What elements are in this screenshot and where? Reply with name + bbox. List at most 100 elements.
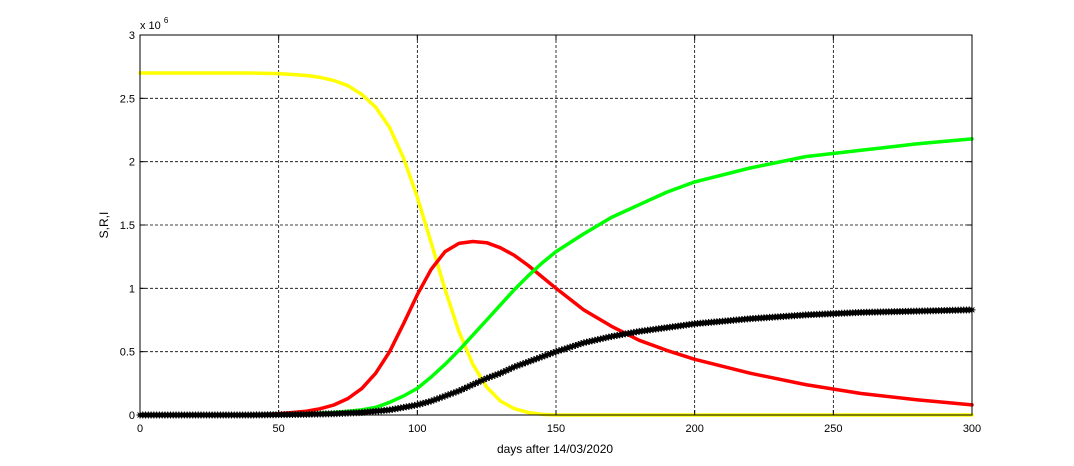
star-marker [477, 377, 485, 385]
star-marker [616, 331, 624, 339]
star-marker [466, 382, 474, 390]
star-marker [433, 395, 441, 403]
star-marker [449, 389, 457, 397]
y-tick-label: 1 [129, 283, 135, 295]
x-tick-label: 150 [547, 423, 565, 435]
star-marker [416, 400, 424, 408]
star-marker [497, 369, 505, 377]
star-marker [399, 403, 407, 411]
star-marker [530, 356, 538, 364]
star-marker [502, 367, 510, 375]
star-marker [630, 328, 638, 336]
star-marker [499, 368, 507, 376]
star-marker [427, 397, 435, 405]
star-marker [596, 335, 604, 343]
x-tick-label: 250 [824, 423, 842, 435]
x-tick-label: 300 [963, 423, 981, 435]
star-marker [607, 332, 615, 340]
star-marker [602, 334, 610, 342]
star-marker [463, 383, 471, 391]
star-marker [583, 338, 591, 346]
star-marker [413, 401, 421, 409]
y-tick-label: 1.5 [120, 220, 135, 232]
star-marker [491, 371, 499, 379]
star-marker [591, 336, 599, 344]
star-marker [563, 344, 571, 352]
star-marker [580, 339, 588, 347]
star-marker [422, 399, 430, 407]
star-marker [447, 390, 455, 398]
star-marker [566, 343, 574, 351]
star-marker [430, 396, 438, 404]
y-tick-label: 2 [129, 157, 135, 169]
star-marker [391, 405, 399, 413]
star-marker [574, 341, 582, 349]
star-marker [411, 401, 419, 409]
star-marker [472, 379, 480, 387]
tick-marks [139, 34, 973, 416]
y-multiplier-base: x 10 [140, 20, 161, 32]
y-tick-label: 0 [129, 410, 135, 422]
star-marker [458, 386, 466, 394]
star-marker [588, 337, 596, 345]
star-marker [560, 345, 568, 353]
star-marker [632, 328, 640, 336]
x-tick-label: 50 [273, 423, 285, 435]
star-marker [577, 340, 585, 348]
star-marker [388, 405, 396, 413]
x-tick-label: 200 [685, 423, 703, 435]
star-marker [452, 388, 460, 396]
star-marker [505, 365, 513, 373]
star-marker [569, 342, 577, 350]
x-axis-label: days after 14/03/2020 [497, 442, 613, 456]
series-line-1 [138, 239, 974, 417]
star-marker [610, 332, 618, 340]
star-marker [441, 392, 449, 400]
star-marker [555, 347, 563, 355]
star-marker [516, 361, 524, 369]
star-marker [546, 350, 554, 358]
star-marker [535, 354, 543, 362]
x-tick-label: 100 [408, 423, 426, 435]
star-marker [613, 331, 621, 339]
star-marker [424, 398, 432, 406]
star-marker [621, 330, 629, 338]
star-marker [438, 393, 446, 401]
star-marker [485, 373, 493, 381]
star-marker [394, 404, 402, 412]
star-marker [510, 363, 518, 371]
star-marker [541, 352, 549, 360]
y-tick-label: 2.5 [120, 93, 135, 105]
star-marker [386, 406, 394, 414]
star-marker [455, 387, 463, 395]
star-marker [627, 329, 635, 337]
star-marker [513, 362, 521, 370]
star-marker [469, 381, 477, 389]
star-marker [494, 370, 502, 378]
y-axis-label: S,R,I [97, 212, 111, 239]
star-marker [571, 341, 579, 349]
star-marker [483, 374, 491, 382]
star-marker [508, 364, 516, 372]
star-marker [594, 336, 602, 344]
star-marker [480, 376, 488, 384]
y-multiplier: x 10 6 [140, 16, 169, 32]
star-marker [397, 404, 405, 412]
star-marker [585, 338, 593, 346]
star-marker [519, 360, 527, 368]
y-tick-label: 0.5 [120, 347, 135, 359]
star-marker [474, 378, 482, 386]
star-marker [619, 330, 627, 338]
star-marker [460, 384, 468, 392]
y-multiplier-exponent: 6 [164, 16, 169, 25]
star-marker [552, 348, 560, 356]
star-marker [624, 329, 632, 337]
star-marker [538, 353, 546, 361]
star-marker [444, 391, 452, 399]
star-marker [521, 359, 529, 367]
star-marker [533, 355, 541, 363]
tick-labels: 0 50 100 150 200 250 300 0 0.5 1 1.5 2 2.5 3 [120, 30, 981, 435]
star-marker [408, 402, 416, 410]
y-tick-label: 3 [129, 30, 135, 42]
